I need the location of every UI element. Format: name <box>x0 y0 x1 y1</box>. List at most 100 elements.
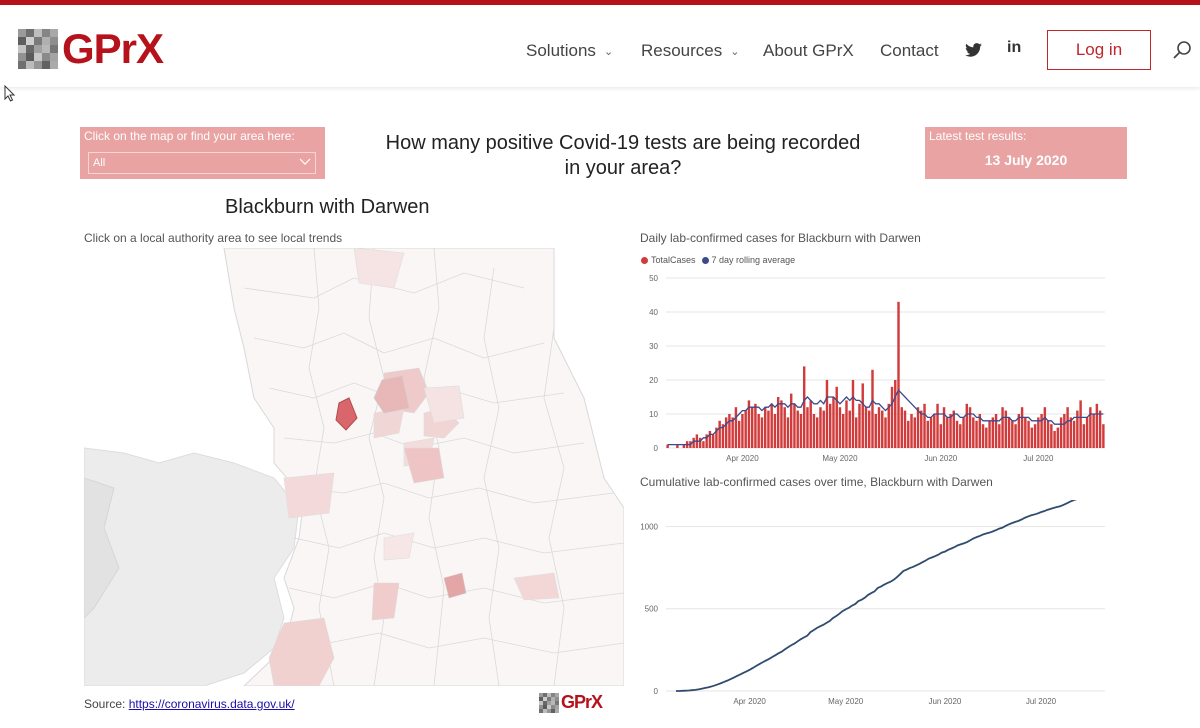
daily-bar <box>793 403 796 448</box>
daily-bar <box>789 393 793 448</box>
daily-bar <box>874 414 877 448</box>
daily-bar <box>1001 407 1004 448</box>
daily-bar <box>1007 417 1011 448</box>
daily-bar <box>923 403 926 448</box>
daily-bar <box>750 407 754 448</box>
daily-bar <box>890 386 894 448</box>
daily-bar <box>994 414 998 448</box>
daily-bar <box>972 417 975 448</box>
daily-bar <box>731 417 734 448</box>
daily-bar <box>747 400 751 448</box>
legend-dot-icon <box>641 256 648 264</box>
daily-bar <box>754 403 757 448</box>
data-source: Source: https://coronavirus.data.gov.uk/ <box>84 697 295 711</box>
daily-bar <box>1020 407 1024 448</box>
legend-rolling-average[interactable]: 7 day rolling average <box>701 255 796 265</box>
source-label: Source: <box>84 697 126 711</box>
daily-bar <box>1059 417 1063 448</box>
cumulative-cases-chart[interactable]: 0 500 1000 Apr 2020 May 2020 Jun 2020 Jul 2020 <box>640 500 1110 712</box>
legend-rolling-average-label: 7 day rolling average <box>711 255 796 265</box>
daily-bar <box>809 400 812 448</box>
gprx-small-logo: GPrX <box>539 692 603 713</box>
daily-bar <box>1056 427 1060 448</box>
daily-bar <box>835 386 838 448</box>
nav-about[interactable]: About GPrX <box>763 41 854 61</box>
daily-bar <box>770 403 773 448</box>
daily-bar <box>861 383 864 448</box>
daily-bar <box>812 414 816 448</box>
daily-bar <box>864 407 868 448</box>
daily-bar <box>744 410 747 448</box>
daily-bar <box>991 417 995 448</box>
daily-bar <box>929 417 933 448</box>
daily-bar <box>1030 427 1034 448</box>
x-tick-label: Jun 2020 <box>928 697 961 706</box>
daily-bar <box>721 424 725 448</box>
daily-bar <box>939 424 943 448</box>
daily-bar <box>1063 414 1066 448</box>
gprx-logo[interactable]: GPrX <box>18 27 188 71</box>
nav-resources[interactable]: Resources ⌄ <box>641 41 739 61</box>
y-tick-label: 0 <box>654 444 659 453</box>
chevron-down-icon: ⌄ <box>730 45 740 58</box>
latest-results-date: 13 July 2020 <box>984 152 1068 168</box>
logo-mosaic-icon <box>18 29 58 69</box>
nav-about-label: About GPrX <box>763 41 854 60</box>
daily-bar <box>949 414 952 448</box>
daily-bar <box>711 434 715 448</box>
daily-bar <box>946 417 949 448</box>
area-select[interactable]: All <box>88 152 316 174</box>
site-header: GPrX Solutions ⌄ Resources ⌄ About GPrX … <box>0 5 1200 87</box>
map-caption: Click on a local authority area to see l… <box>84 231 343 245</box>
area-select-value: All <box>93 157 106 169</box>
daily-bar <box>871 369 874 448</box>
cumulative-chart-title: Cumulative lab-confirmed cases over time… <box>640 475 993 489</box>
daily-bar <box>1076 410 1079 448</box>
daily-bar <box>776 397 780 448</box>
legend-total-cases[interactable]: TotalCases <box>641 255 696 265</box>
highlighted-area-blackburn <box>335 397 358 431</box>
daily-bar <box>1082 424 1086 448</box>
daily-cases-chart[interactable]: 0 10 20 30 40 50 Apr 2020 May 2020 Jun 2020 Jul 2… <box>640 268 1110 468</box>
daily-bar <box>1072 420 1076 448</box>
daily-bar <box>780 400 783 448</box>
daily-bar <box>1069 417 1073 448</box>
cumulative-cases-line <box>676 500 1077 692</box>
daily-bar <box>968 407 972 448</box>
top-accent-bar <box>0 0 1200 5</box>
daily-bar <box>855 417 858 448</box>
daily-bar <box>815 417 819 448</box>
nav-contact[interactable]: Contact <box>880 41 939 61</box>
daily-bar <box>955 420 959 448</box>
legend-total-cases-label: TotalCases <box>651 255 696 265</box>
daily-bar <box>676 444 679 448</box>
nav-solutions[interactable]: Solutions ⌄ <box>526 41 613 61</box>
source-link[interactable]: https://coronavirus.data.gov.uk/ <box>128 697 295 711</box>
daily-bar <box>897 301 900 448</box>
login-button[interactable]: Log in <box>1047 30 1151 70</box>
daily-bar <box>1027 420 1030 448</box>
daily-bar <box>900 407 903 448</box>
twitter-icon[interactable] <box>965 43 982 57</box>
nav-resources-label: Resources <box>641 41 723 60</box>
daily-bar <box>910 414 913 448</box>
x-tick-label: May 2020 <box>828 697 864 706</box>
logo-text: GPrX <box>62 25 164 72</box>
daily-bar <box>848 410 851 448</box>
daily-bar <box>724 417 728 448</box>
linkedin-icon[interactable]: in <box>1007 39 1022 56</box>
daily-bar <box>1011 420 1014 448</box>
y-tick-label: 1000 <box>640 522 658 531</box>
x-tick-label: May 2020 <box>822 454 858 463</box>
daily-bar <box>894 380 897 448</box>
daily-bar <box>985 427 988 448</box>
local-authority-map[interactable] <box>84 248 624 686</box>
daily-bar <box>1033 424 1037 448</box>
daily-bar <box>802 366 806 448</box>
daily-bar <box>702 441 705 448</box>
daily-bar <box>858 403 861 448</box>
daily-bar <box>916 407 920 448</box>
search-icon[interactable] <box>1172 40 1192 60</box>
legend-dot-icon <box>701 256 709 264</box>
daily-bar <box>842 414 845 448</box>
